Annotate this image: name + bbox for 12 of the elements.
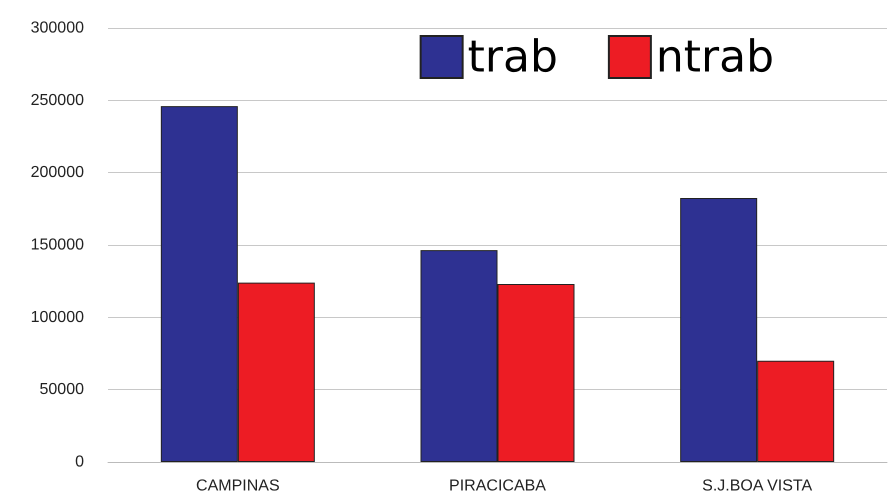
legend-label: ntrab (656, 32, 774, 82)
x-tick-label: CAMPINAS (196, 478, 280, 494)
y-tick-label: 300000 (30, 20, 84, 36)
y-tick-label: 0 (75, 454, 84, 470)
y-tick-label: 250000 (30, 92, 84, 109)
y-tick-label: 100000 (30, 308, 84, 326)
x-tick-label: PIRACICABA (449, 478, 546, 494)
legend-label: trab (468, 32, 558, 82)
x-tick-label: S.J.BOA VISTA (702, 478, 812, 494)
y-tick-label: 50000 (40, 381, 84, 398)
y-tick-label: 150000 (30, 236, 84, 254)
y-tick-label: 200000 (30, 164, 84, 182)
